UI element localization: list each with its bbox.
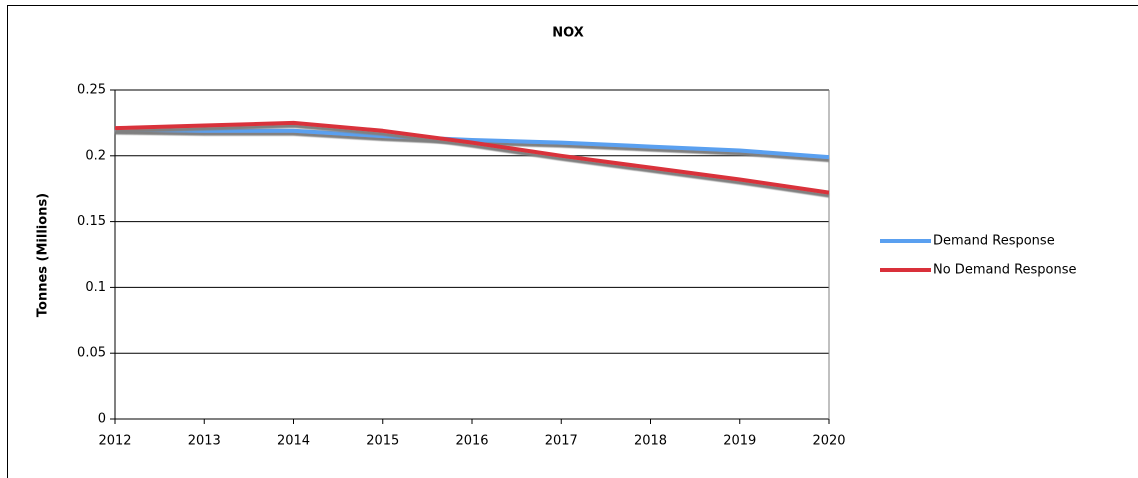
series-line [114, 127, 830, 160]
x-tick-label: 2015 [366, 434, 399, 449]
x-tick-label: 2016 [455, 434, 488, 449]
chart-title: NOX [552, 26, 584, 41]
legend-label: No Demand Response [933, 263, 1077, 278]
y-axis-label: Tonnes (Millions) [36, 193, 51, 317]
x-tick-label: 2017 [545, 434, 578, 449]
y-tick-label: 0 [98, 412, 106, 427]
x-tick-label: 2019 [723, 434, 756, 449]
legend-label: Demand Response [933, 234, 1055, 249]
series-line [114, 120, 830, 195]
x-tick-label: 2012 [98, 434, 131, 449]
y-tick-label: 0.2 [85, 148, 106, 163]
chart-frame [7, 5, 1138, 478]
x-tick-label: 2020 [812, 434, 845, 449]
y-tick-label: 0.15 [77, 214, 106, 229]
y-tick-label: 0.05 [77, 346, 106, 361]
x-tick-label: 2013 [188, 434, 221, 449]
x-tick-label: 2014 [277, 434, 310, 449]
y-tick-label: 0.1 [85, 280, 106, 295]
x-tick-label: 2018 [634, 434, 667, 449]
y-tick-label: 0.25 [77, 83, 106, 98]
